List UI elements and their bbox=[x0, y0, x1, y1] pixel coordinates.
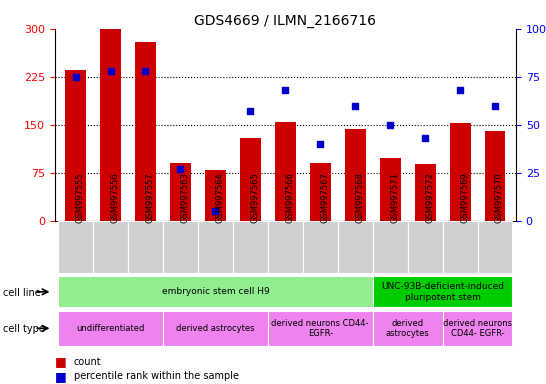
FancyBboxPatch shape bbox=[163, 311, 268, 346]
Bar bbox=[345, 129, 366, 221]
Bar bbox=[449, 123, 471, 221]
Text: GSM997566: GSM997566 bbox=[286, 172, 294, 223]
Point bbox=[421, 135, 430, 141]
Text: GSM997565: GSM997565 bbox=[250, 173, 259, 223]
Point bbox=[351, 103, 360, 109]
Text: count: count bbox=[74, 357, 102, 367]
FancyBboxPatch shape bbox=[268, 311, 373, 346]
FancyBboxPatch shape bbox=[128, 221, 163, 273]
Text: derived astrocytes: derived astrocytes bbox=[176, 324, 254, 333]
Text: GSM997563: GSM997563 bbox=[180, 172, 189, 223]
Text: UNC-93B-deficient-induced
pluripotent stem: UNC-93B-deficient-induced pluripotent st… bbox=[381, 282, 504, 301]
Point bbox=[491, 103, 500, 109]
Text: GSM997567: GSM997567 bbox=[321, 172, 329, 223]
Bar bbox=[310, 163, 331, 221]
Text: GSM997570: GSM997570 bbox=[495, 173, 504, 223]
FancyBboxPatch shape bbox=[408, 221, 443, 273]
Point bbox=[141, 68, 150, 74]
FancyBboxPatch shape bbox=[373, 221, 408, 273]
Bar bbox=[484, 131, 506, 221]
FancyBboxPatch shape bbox=[58, 311, 163, 346]
Text: derived
astrocytes: derived astrocytes bbox=[385, 319, 430, 338]
Point bbox=[281, 87, 290, 93]
Point bbox=[316, 141, 325, 147]
Text: GSM997555: GSM997555 bbox=[75, 173, 85, 223]
Point bbox=[176, 166, 185, 172]
Text: GSM997557: GSM997557 bbox=[145, 173, 155, 223]
FancyBboxPatch shape bbox=[268, 221, 303, 273]
FancyBboxPatch shape bbox=[163, 221, 198, 273]
Text: ■: ■ bbox=[55, 355, 67, 368]
Point bbox=[456, 87, 465, 93]
Text: GSM997569: GSM997569 bbox=[460, 173, 469, 223]
Text: GSM997564: GSM997564 bbox=[215, 173, 224, 223]
Bar bbox=[135, 41, 156, 221]
Text: GSM997571: GSM997571 bbox=[390, 173, 399, 223]
FancyBboxPatch shape bbox=[338, 221, 373, 273]
FancyBboxPatch shape bbox=[93, 221, 128, 273]
Text: derived neurons
CD44- EGFR-: derived neurons CD44- EGFR- bbox=[443, 319, 512, 338]
FancyBboxPatch shape bbox=[443, 221, 478, 273]
FancyBboxPatch shape bbox=[58, 276, 373, 307]
FancyBboxPatch shape bbox=[373, 276, 513, 307]
Text: derived neurons CD44-
EGFR-: derived neurons CD44- EGFR- bbox=[271, 319, 369, 338]
Bar bbox=[65, 70, 86, 221]
Point bbox=[71, 74, 80, 80]
Point bbox=[246, 108, 254, 114]
Text: cell line: cell line bbox=[3, 288, 40, 298]
Text: embryonic stem cell H9: embryonic stem cell H9 bbox=[162, 287, 269, 296]
Bar bbox=[170, 163, 191, 221]
FancyBboxPatch shape bbox=[478, 221, 513, 273]
Text: GSM997556: GSM997556 bbox=[110, 173, 120, 223]
Text: percentile rank within the sample: percentile rank within the sample bbox=[74, 371, 239, 381]
Bar bbox=[275, 122, 296, 221]
FancyBboxPatch shape bbox=[198, 221, 233, 273]
Bar bbox=[240, 137, 261, 221]
FancyBboxPatch shape bbox=[373, 311, 443, 346]
Point bbox=[106, 68, 115, 74]
FancyBboxPatch shape bbox=[58, 221, 93, 273]
Text: cell type: cell type bbox=[3, 324, 45, 334]
Bar bbox=[379, 158, 401, 221]
Bar bbox=[414, 164, 436, 221]
Bar bbox=[205, 170, 226, 221]
FancyBboxPatch shape bbox=[303, 221, 338, 273]
Title: GDS4669 / ILMN_2166716: GDS4669 / ILMN_2166716 bbox=[194, 14, 376, 28]
Text: GSM997572: GSM997572 bbox=[425, 173, 434, 223]
Text: undifferentiated: undifferentiated bbox=[76, 324, 145, 333]
Point bbox=[386, 122, 395, 128]
Bar bbox=[100, 29, 121, 221]
Text: GSM997568: GSM997568 bbox=[355, 172, 364, 223]
Text: ■: ■ bbox=[55, 370, 67, 383]
FancyBboxPatch shape bbox=[443, 311, 513, 346]
Point bbox=[211, 208, 219, 214]
FancyBboxPatch shape bbox=[233, 221, 268, 273]
